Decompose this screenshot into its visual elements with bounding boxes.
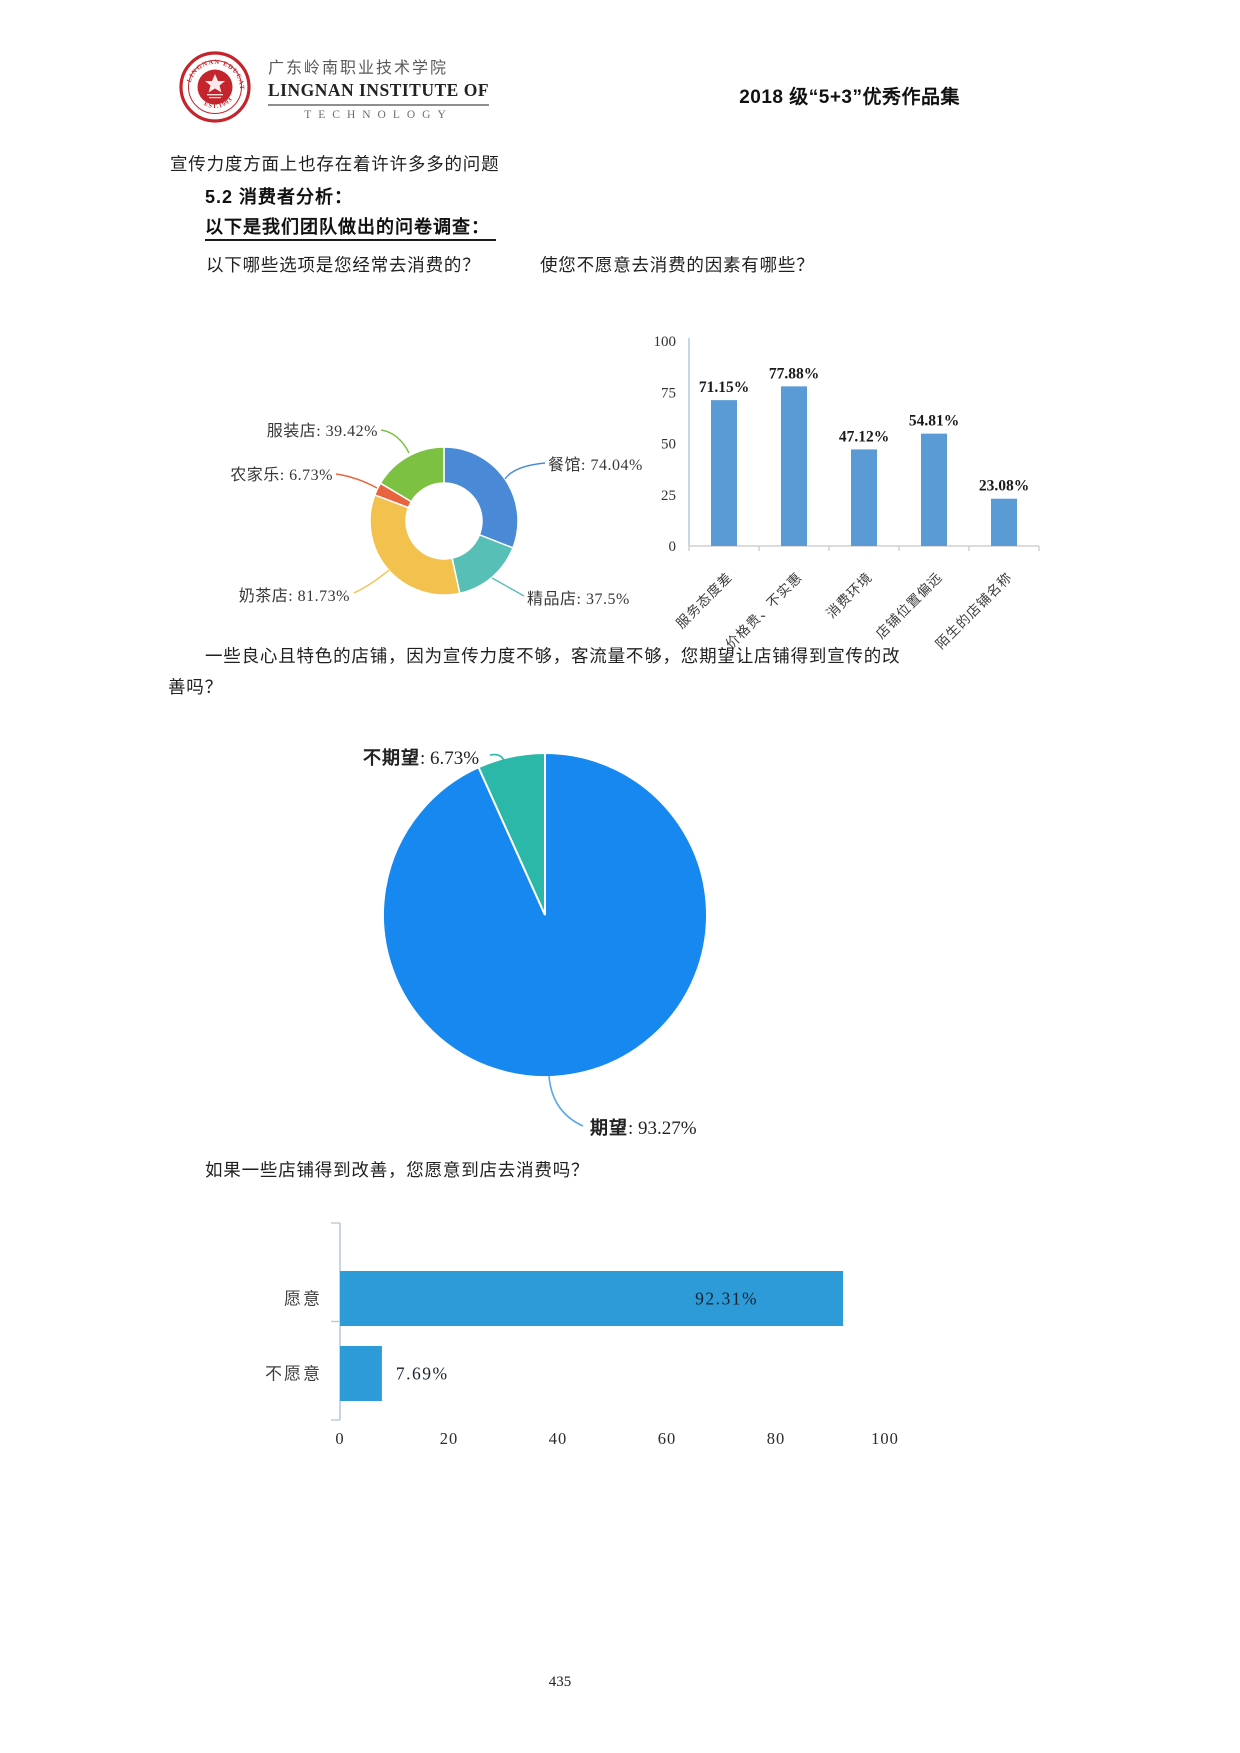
- logo-english-sub: TECHNOLOGY: [304, 108, 453, 121]
- donut-leader-line: [491, 577, 525, 597]
- hbar-category-label: 不愿意: [265, 1365, 322, 1384]
- bar-价格贵、不实惠: [781, 386, 807, 546]
- donut-slice-奶茶店: [369, 493, 461, 596]
- y-tick-label: 100: [654, 334, 677, 350]
- paragraph-2-line-1: 一些良心且特色的店铺，因为宣传力度不够，客流量不够，您期望让店铺得到宣传的改: [205, 646, 901, 666]
- donut-label: 精品店: 37.5%: [527, 590, 630, 608]
- x-tick-label: 100: [871, 1429, 899, 1448]
- donut-label: 奶茶店: 81.73%: [239, 587, 350, 605]
- survey-intro-heading: 以下是我们团队做出的问卷调查：: [205, 217, 496, 241]
- pie-label: 期望: 93.27%: [590, 1117, 697, 1139]
- seal-star-icon: [205, 74, 225, 93]
- donut-slice-农家乐: [373, 482, 413, 509]
- x-tick-label: 60: [658, 1429, 677, 1448]
- question-3: 如果一些店铺得到改善，您愿意到店去消费吗？: [205, 1160, 590, 1180]
- pie-slice-期望: [382, 751, 708, 1078]
- bar-value-label: 71.15%: [699, 379, 749, 396]
- bar-陌生的店铺名称: [991, 498, 1017, 546]
- donut-slice-餐馆: [443, 446, 519, 549]
- pie-slice-不期望: [477, 751, 546, 916]
- y-tick-label: 50: [661, 437, 676, 453]
- bar-value-label: 23.08%: [979, 478, 1029, 495]
- donut-leader-line: [335, 473, 378, 489]
- bar-消费环境: [851, 449, 877, 546]
- pie-label: 不期望: 6.73%: [363, 747, 479, 769]
- hbar-category-label: 愿意: [284, 1290, 322, 1309]
- hbar-不愿意: [340, 1346, 382, 1401]
- donut-slice-精品店: [451, 533, 514, 595]
- donut-label: 农家乐: 6.73%: [230, 466, 333, 484]
- collection-title: 2018 级“5+3”优秀作品集: [739, 87, 960, 108]
- hbar-value-label: 92.31%: [695, 1289, 758, 1309]
- school-seal-icon: LINGNAN EDUCATION EST.1993: [178, 50, 251, 123]
- y-tick-label: 0: [669, 539, 677, 555]
- x-tick-label: 40: [549, 1429, 568, 1448]
- question-1: 以下哪些选项是您经常去消费的？: [206, 255, 481, 275]
- logo-english-name: LINGNAN INSTITUTE OF: [268, 78, 490, 106]
- bar-value-label: 54.81%: [909, 413, 959, 430]
- hbar-value-label: 7.69%: [396, 1364, 449, 1384]
- donut-leader-line: [504, 462, 546, 480]
- bar-value-label: 47.12%: [839, 428, 889, 445]
- bar-category-label: 消费环境: [824, 570, 876, 622]
- bar-category-label: 价格贵、不实惠: [723, 570, 805, 652]
- donut-leader-line: [353, 569, 390, 594]
- bar-value-label: 77.88%: [769, 365, 819, 382]
- bar-服务态度差: [711, 400, 737, 546]
- paragraph-2-line-2: 善吗？: [168, 677, 223, 697]
- question-2: 使您不愿意去消费的因素有哪些？: [540, 255, 815, 275]
- bar-category-label: 店铺位置偏远: [873, 570, 945, 642]
- x-tick-label: 20: [440, 1429, 459, 1448]
- bar-category-label: 陌生的店铺名称: [933, 570, 1015, 652]
- donut-label: 服装店: 39.42%: [267, 422, 378, 440]
- bar-店铺位置偏远: [921, 433, 947, 546]
- paragraph-intro: 宣传力度方面上也存在着许许多多的问题: [170, 154, 500, 174]
- donut-label: 餐馆: 74.04%: [548, 456, 643, 474]
- pie-leader-line: [548, 1075, 584, 1127]
- logo-chinese-name: 广东岭南职业技术学院: [268, 59, 449, 77]
- x-tick-label: 0: [335, 1429, 344, 1448]
- x-tick-label: 80: [767, 1429, 786, 1448]
- donut-leader-line: [380, 429, 410, 454]
- bar-category-label: 服务态度差: [673, 570, 735, 632]
- donut-slice-服装店: [379, 446, 445, 503]
- school-logo: LINGNAN EDUCATION EST.1993 广东岭南职业技术学院 LI…: [178, 50, 490, 124]
- y-tick-label: 25: [661, 488, 676, 504]
- y-tick-label: 75: [661, 385, 676, 401]
- pie-leader-line: [489, 753, 506, 771]
- section-heading: 5.2 消费者分析：: [205, 187, 354, 207]
- hbar-愿意: [340, 1271, 844, 1326]
- page-number: 435: [548, 1674, 572, 1690]
